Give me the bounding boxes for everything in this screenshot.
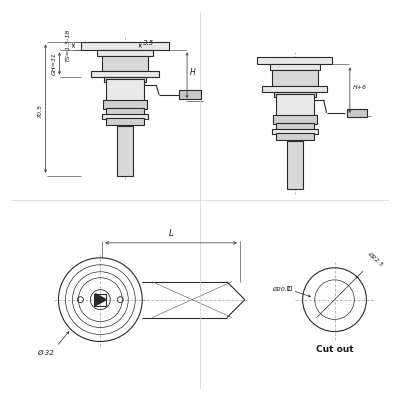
Bar (276, 123, 314, 130)
Bar (106, 108, 144, 115)
Bar (272, 129, 318, 134)
Text: L: L (169, 229, 174, 238)
Bar (276, 133, 314, 140)
Text: H+6: H+6 (353, 85, 367, 90)
Bar (270, 64, 320, 70)
Bar (117, 126, 133, 176)
Text: TS=1.5-18: TS=1.5-18 (66, 29, 70, 62)
Text: Cut out: Cut out (316, 346, 353, 354)
Bar (97, 50, 153, 56)
Bar (102, 56, 148, 72)
Bar (262, 86, 327, 92)
Text: 70.5: 70.5 (38, 104, 42, 118)
Text: GH=31: GH=31 (52, 52, 56, 75)
Bar (287, 141, 303, 188)
Text: H: H (190, 68, 196, 77)
Bar (348, 109, 368, 117)
Bar (273, 115, 316, 124)
Bar (104, 77, 146, 82)
Bar (274, 92, 316, 97)
Bar (91, 72, 159, 78)
Bar (272, 70, 318, 86)
Bar (106, 79, 144, 101)
Bar (82, 42, 169, 50)
Bar (103, 100, 147, 109)
Text: 3.5: 3.5 (143, 40, 154, 46)
Bar (179, 90, 201, 99)
Text: Ø 32: Ø 32 (37, 350, 54, 356)
Polygon shape (95, 294, 106, 306)
Bar (102, 114, 148, 119)
Bar (94, 294, 106, 306)
Text: Ø22.5: Ø22.5 (367, 251, 384, 267)
Bar (106, 118, 144, 125)
Bar (276, 94, 314, 116)
Bar (287, 286, 291, 290)
Bar (258, 56, 332, 64)
Text: Ø20.1: Ø20.1 (272, 287, 291, 292)
